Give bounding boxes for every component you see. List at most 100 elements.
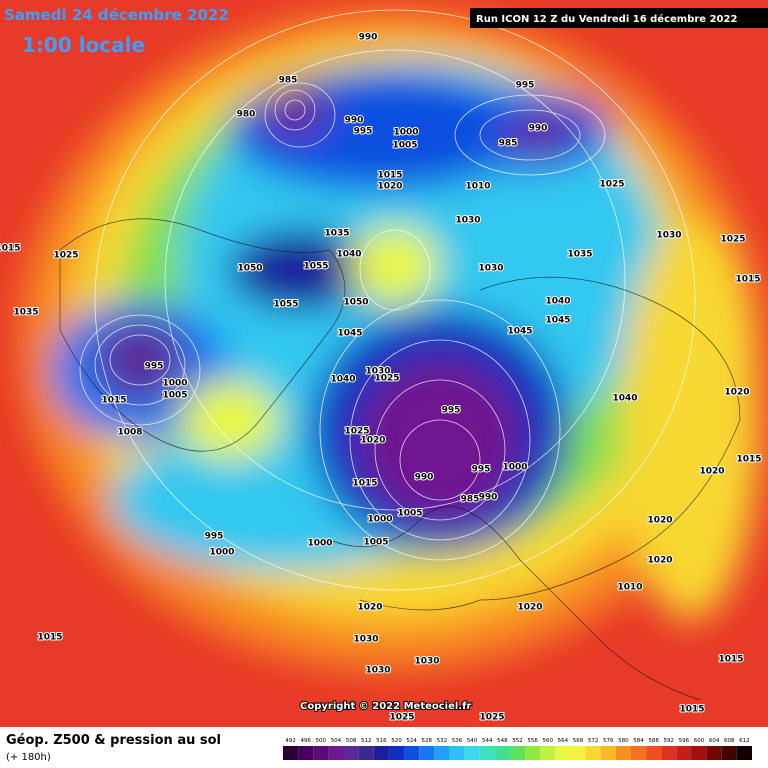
scale-swatch [540,746,556,760]
pressure-label: 1020 [517,603,542,613]
scale-value: 588 [648,738,659,744]
pressure-label: 1015 [37,633,62,643]
scale-swatch [570,746,586,760]
scale-value: 524 [406,738,417,744]
pressure-label: 985 [499,139,518,149]
pressure-label: 1005 [397,509,422,519]
scale-swatch [661,746,677,760]
pressure-label: 1030 [365,666,390,676]
scale-value: 612 [739,738,750,744]
scale-value: 608 [724,738,735,744]
pressure-label: 1020 [357,603,382,613]
pressure-label: 990 [345,116,364,126]
pressure-label: 1050 [343,298,368,308]
pressure-label: 1025 [389,713,414,723]
pressure-label: 1005 [363,538,388,548]
scale-value: 568 [573,738,584,744]
pressure-label: 1035 [13,308,38,318]
scale-swatch [676,746,692,760]
scale-swatch [404,746,420,760]
footer-title: Géop. Z500 & pression au sol [6,733,221,748]
field [0,0,768,727]
pressure-label: 1045 [337,329,362,339]
pressure-label: 1015 [377,171,402,181]
scale-value: 544 [482,738,493,744]
scale-value: 512 [361,738,372,744]
pressure-label: 1025 [720,235,745,245]
pressure-label: 1020 [647,556,672,566]
pressure-label: 995 [516,81,535,91]
scale-value: 492 [285,738,296,744]
scale-value: 600 [694,738,705,744]
scale-value: 592 [664,738,675,744]
scale-swatch [525,746,541,760]
scale-swatch [434,746,450,760]
scale-value: 500 [316,738,327,744]
pressure-label: 1025 [53,251,78,261]
pressure-label: 1030 [414,657,439,667]
pressure-label: 1020 [377,182,402,192]
pressure-label: 990 [529,124,548,134]
pressure-label: 995 [205,532,224,542]
scale-swatch [328,746,344,760]
pressure-label: 995 [472,465,491,475]
pressure-label: 995 [145,362,164,372]
pressure-label: 1025 [374,374,399,384]
scale-swatch [555,746,571,760]
pressure-label: 1015 [679,705,704,715]
pressure-label: 1020 [699,467,724,477]
pressure-label: 1000 [367,515,392,525]
scale-value: 552 [512,738,523,744]
pressure-label: 1010 [617,583,642,593]
pressure-label: 1020 [647,516,672,526]
scale-swatch [736,746,752,760]
pressure-label: 990 [359,33,378,43]
pressure-label: 1040 [336,250,361,260]
scale-value: 564 [558,738,569,744]
pressure-label: 1015 [0,244,21,254]
scale-value: 504 [331,738,342,744]
scale-value: 596 [679,738,690,744]
pressure-label: 995 [442,406,461,416]
scale-swatch [358,746,374,760]
pressure-label: 1030 [478,264,503,274]
scale-swatch [419,746,435,760]
scale-value: 528 [421,738,432,744]
copyright: Copyright © 2022 Meteociel.fr [300,701,471,712]
pressure-label: 1000 [502,463,527,473]
scale-swatch [585,746,601,760]
pressure-label: 990 [479,493,498,503]
pressure-label: 985 [279,76,298,86]
forecast-date: Samedi 24 décembre 2022 [4,6,229,24]
scale-value: 556 [527,738,538,744]
pressure-label: 990 [415,473,434,483]
scale-value: 548 [497,738,508,744]
scale-swatch [721,746,737,760]
pressure-label: 1000 [209,548,234,558]
pressure-label: 1025 [599,180,624,190]
scale-swatch [283,746,299,760]
pressure-label: 1000 [307,539,332,549]
scale-swatch [313,746,329,760]
pressure-label: 1030 [656,231,681,241]
scale-value: 536 [452,738,463,744]
pressure-label: 980 [237,110,256,120]
pressure-label: 1030 [353,635,378,645]
pressure-label: 1015 [352,479,377,489]
pressure-label: 1040 [545,297,570,307]
pressure-label: 1005 [162,391,187,401]
scale-value: 584 [633,738,644,744]
scale-value: 604 [709,738,720,744]
pressure-label: 1010 [465,182,490,192]
scale-value: 532 [437,738,448,744]
scale-swatch [298,746,314,760]
scale-value: 520 [391,738,402,744]
scale-value: 572 [588,738,599,744]
pressure-label: 1030 [455,216,480,226]
scale-value: 560 [543,738,554,744]
scale-swatch [494,746,510,760]
scale-value: 576 [603,738,614,744]
scale-swatch [509,746,526,760]
